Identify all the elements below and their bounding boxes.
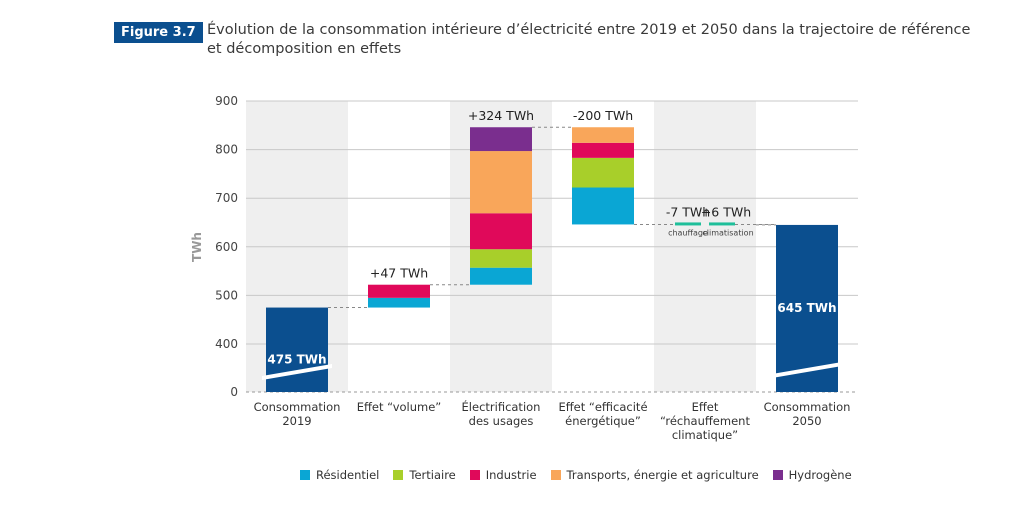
legend-label: Résidentiel [316,468,380,482]
total-bar [266,307,328,392]
legend-swatch [300,470,310,480]
legend-item: Industrie [469,468,537,482]
y-tick-label: 600 [215,240,238,254]
legend-swatch [469,470,480,480]
x-category-label: Effet “réchauffement climatique” [660,400,750,442]
legend-label: Transports, énergie et agriculture [566,468,759,482]
x-category-label: Électrification des usages [462,399,541,428]
legend-item: Transports, énergie et agriculture [550,468,759,482]
delta-data-label: -200 TWh [573,108,633,123]
segment-tertiaire [470,249,532,268]
legend-label: Hydrogène [788,468,852,482]
y-tick-label: 0 [230,385,238,399]
total-data-label: 645 TWh [777,301,836,315]
legend-item: Résidentiel [300,468,379,482]
segment-résidentiel [470,267,532,285]
legend-swatch [550,470,561,480]
y-tick-label: 800 [215,143,238,157]
climatisation-data-label: +6 TWh [701,204,751,219]
legend-swatch [772,470,783,480]
segment-transports [470,151,532,214]
legend-swatch [393,470,404,480]
legend-label: Tertiaire [409,468,456,482]
segment-hydrogène [470,127,532,152]
figure-title: Évolution de la consommation intérieure … [207,22,971,57]
legend: Résidentiel Tertiaire Industrie Transports,… [300,468,852,482]
segment-industrie [572,142,634,158]
climatisation-bar [709,222,735,226]
chauffage-bar [675,222,701,226]
y-tick-label: 400 [215,337,238,351]
total-bar [776,224,838,392]
x-category-label: Effet “efficacité énergétique” [558,400,647,428]
segment-résidentiel [572,187,634,225]
segment-transports [572,127,634,143]
segment-tertiaire [572,157,634,188]
y-tick-label: 700 [215,191,238,205]
legend-label: Industrie [485,468,537,482]
x-category-label: Consommation 2019 [254,400,341,428]
legend-item: Tertiaire [393,468,456,482]
segment-industrie [470,213,532,250]
delta-data-label: +324 TWh [468,108,534,123]
y-tick-label: 500 [215,288,238,302]
delta-data-label: +47 TWh [370,266,428,281]
axis-break-mark [772,362,842,378]
figure-badge: Figure 3.7 [114,22,203,43]
x-category-label: Consommation 2050 [764,400,851,428]
y-axis-label: TWh [190,232,204,262]
x-category-label: Effet “volume” [357,400,442,414]
segment-industrie [368,284,430,298]
chauffage-label: chauffage [668,228,708,237]
segment-résidentiel [368,297,430,308]
y-tick-label: 900 [215,94,238,108]
chauffage-data-label: -7 TWh [666,204,710,219]
total-data-label: 475 TWh [267,353,326,367]
axis-break-mark [262,364,332,380]
legend-item: Hydrogène [772,468,852,482]
climatisation-label: climatisation [702,228,753,237]
